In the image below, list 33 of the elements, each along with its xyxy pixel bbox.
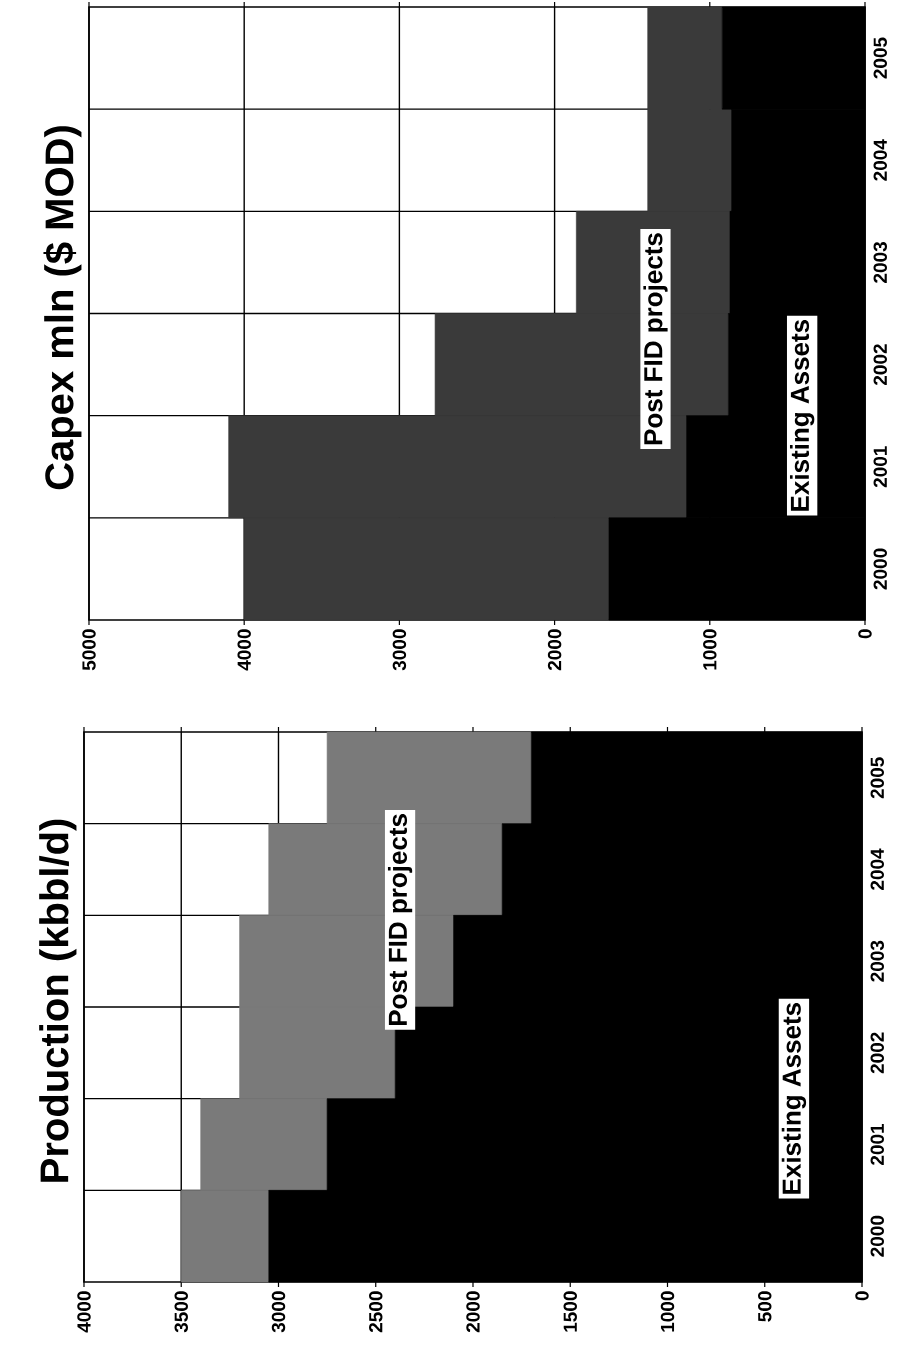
series-label: Existing Assets bbox=[789, 319, 815, 511]
x-tick-label: 4000 bbox=[237, 629, 251, 671]
x-tick-label: 1000 bbox=[660, 1291, 675, 1332]
x-tick-label: 2000 bbox=[547, 629, 562, 671]
y-tick-label: 2000 bbox=[873, 548, 887, 590]
x-tick-label: 1500 bbox=[563, 1291, 577, 1332]
x-tick-label: 2000 bbox=[466, 1291, 480, 1333]
y-tick-label: 2003 bbox=[873, 241, 888, 283]
series-label: Post FID projects bbox=[643, 233, 668, 445]
text: Capex mln ($ MOD) bbox=[43, 126, 82, 490]
y-tick-label: 2004 bbox=[870, 848, 884, 890]
y-tick-label: 2003 bbox=[870, 940, 885, 982]
x-tick-label: 3500 bbox=[174, 1291, 188, 1333]
series-label: Post FID projects bbox=[387, 814, 413, 1026]
x-tick-label: 0 bbox=[855, 1291, 869, 1301]
x-tick-label: 3000 bbox=[392, 629, 407, 671]
x-tick-label: 500 bbox=[758, 1291, 772, 1322]
x-tick-label: 1000 bbox=[703, 629, 717, 670]
text: Production (kbbl/d) bbox=[39, 819, 77, 1182]
y-tick-label: 2004 bbox=[873, 139, 887, 181]
y-tick-label: 2005 bbox=[870, 757, 884, 799]
y-tick-label: 2002 bbox=[873, 344, 887, 386]
x-tick-label: 4000 bbox=[77, 1291, 91, 1333]
y-tick-label: 2000 bbox=[870, 1215, 884, 1257]
y-tick-label: 2002 bbox=[870, 1032, 884, 1074]
x-tick-label: 5000 bbox=[82, 629, 96, 671]
x-tick-label: 3000 bbox=[271, 1291, 286, 1333]
x-tick-label: 2500 bbox=[369, 1291, 383, 1333]
x-tick-label: 0 bbox=[858, 629, 872, 639]
y-tick-label: 2001 bbox=[870, 1123, 884, 1165]
y-tick-label: 2001 bbox=[873, 446, 887, 488]
series-label: Existing Assets bbox=[781, 1002, 807, 1194]
y-tick-label: 2005 bbox=[873, 37, 887, 79]
